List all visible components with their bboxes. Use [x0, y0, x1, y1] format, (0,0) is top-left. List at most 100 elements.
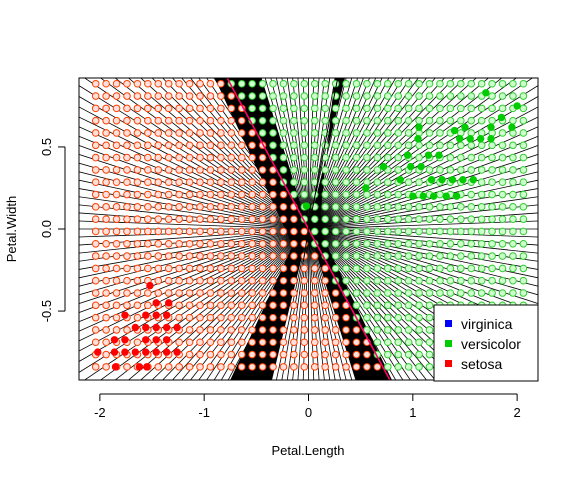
grid-point-versicolor	[363, 227, 371, 236]
grid-point-setosa	[217, 363, 225, 371]
grid-point-setosa	[290, 326, 298, 334]
data-point-versicolor	[414, 135, 422, 143]
grid-point-setosa	[175, 252, 183, 260]
grid-point-versicolor	[290, 116, 298, 125]
grid-point-setosa	[217, 116, 225, 125]
grid-point-setosa	[248, 141, 256, 150]
grid-point-versicolor	[477, 289, 486, 297]
grid-point-setosa	[123, 289, 131, 297]
grid-point-setosa	[133, 239, 142, 248]
grid-point-setosa	[144, 215, 152, 223]
grid-point-setosa	[175, 338, 183, 347]
grid-point-setosa	[185, 338, 194, 347]
data-point-versicolor	[497, 113, 506, 122]
grid-point-versicolor	[519, 252, 528, 260]
grid-point-versicolor	[446, 92, 455, 100]
grid-point-setosa	[217, 190, 225, 199]
grid-point-setosa	[102, 276, 110, 285]
grid-point-versicolor	[509, 239, 517, 248]
grid-point-setosa	[164, 178, 173, 187]
grid-point-setosa	[144, 239, 152, 248]
grid-point-setosa	[237, 313, 246, 322]
grid-point-setosa	[269, 301, 277, 310]
grid-point-versicolor	[519, 178, 528, 187]
grid-point-versicolor	[477, 178, 486, 187]
grid-point-setosa	[217, 129, 225, 137]
grid-point-versicolor	[331, 153, 340, 162]
grid-point-setosa	[154, 252, 163, 260]
legend-swatch-virginica	[445, 320, 452, 327]
grid-point-setosa	[279, 313, 288, 322]
grid-point-setosa	[112, 153, 121, 162]
grid-point-versicolor	[467, 153, 476, 162]
grid-point-versicolor	[519, 276, 528, 285]
grid-point-setosa	[133, 289, 142, 297]
grid-point-versicolor	[394, 350, 403, 359]
grid-point-setosa	[154, 104, 163, 113]
data-point-setosa	[152, 336, 160, 344]
grid-point-setosa	[352, 350, 361, 359]
grid-point-versicolor	[446, 252, 455, 260]
grid-point-versicolor	[363, 252, 371, 260]
grid-point-setosa	[175, 116, 183, 125]
grid-point-setosa	[123, 141, 131, 150]
grid-point-setosa	[133, 264, 142, 273]
grid-point-versicolor	[394, 239, 403, 248]
grid-point-versicolor	[321, 178, 329, 187]
grid-point-setosa	[310, 264, 319, 273]
grid-point-versicolor	[446, 141, 455, 150]
grid-point-setosa	[331, 313, 340, 322]
grid-point-versicolor	[331, 252, 340, 260]
grid-point-setosa	[300, 276, 309, 285]
grid-point-setosa	[144, 166, 152, 174]
data-point-setosa	[146, 281, 154, 290]
grid-point-setosa	[258, 203, 267, 211]
grid-point-setosa	[133, 129, 142, 137]
grid-point-setosa	[185, 178, 194, 187]
grid-point-setosa	[206, 276, 215, 285]
grid-point-setosa	[206, 350, 215, 359]
grid-point-setosa	[196, 227, 204, 236]
grid-point-setosa	[237, 178, 246, 187]
grid-point-versicolor	[310, 153, 319, 162]
grid-point-versicolor	[300, 129, 309, 137]
grid-point-versicolor	[467, 141, 476, 150]
grid-point-setosa	[164, 289, 173, 297]
grid-point-versicolor	[477, 79, 486, 88]
grid-point-setosa	[248, 178, 256, 187]
data-point-versicolor	[429, 192, 438, 200]
grid-point-versicolor	[425, 338, 434, 347]
grid-point-versicolor	[436, 264, 444, 273]
grid-point-setosa	[102, 129, 110, 137]
grid-point-versicolor	[394, 227, 403, 236]
grid-point-setosa	[206, 153, 215, 162]
grid-point-setosa	[227, 116, 236, 125]
x-axis-label: Petal.Length	[271, 443, 344, 458]
grid-point-versicolor	[342, 239, 350, 248]
grid-point-setosa	[248, 313, 256, 322]
grid-point-setosa	[321, 326, 329, 334]
grid-point-versicolor	[488, 239, 496, 248]
grid-point-setosa	[206, 289, 215, 297]
grid-point-setosa	[248, 350, 256, 359]
grid-point-setosa	[196, 301, 204, 310]
grid-point-setosa	[342, 363, 350, 371]
grid-point-setosa	[269, 239, 277, 248]
y-axis-label: Petal.Width	[4, 196, 19, 262]
grid-point-setosa	[133, 338, 142, 347]
grid-point-versicolor	[321, 190, 329, 199]
grid-point-versicolor	[300, 190, 309, 199]
grid-point-versicolor	[300, 153, 309, 162]
grid-point-setosa	[248, 289, 256, 297]
grid-point-setosa	[164, 190, 173, 199]
x-tick-label: 0	[305, 405, 312, 420]
grid-point-versicolor	[279, 141, 288, 150]
grid-point-setosa	[185, 153, 194, 162]
grid-point-versicolor	[498, 92, 507, 100]
decision-boundary	[302, 228, 309, 262]
grid-point-setosa	[91, 104, 100, 113]
grid-point-setosa	[185, 104, 194, 113]
grid-point-versicolor	[321, 227, 329, 236]
